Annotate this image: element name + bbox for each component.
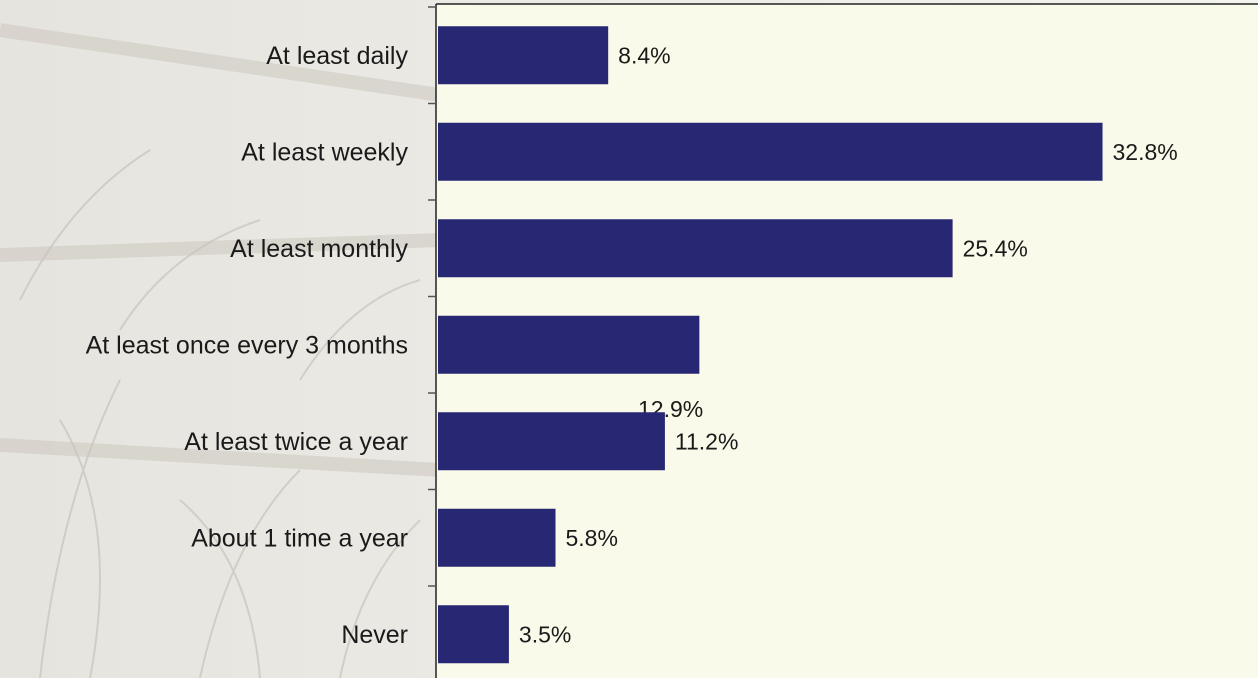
bar [438,26,608,84]
bar [438,509,556,567]
bar [438,316,699,374]
chart: At least daily 8.4% At least weekly 32.8% At… [0,0,1258,678]
bar [438,123,1103,181]
category-label: At least daily [266,42,408,70]
value-label: 25.4% [963,235,1028,261]
bar [438,219,953,277]
value-label: 5.8% [566,525,618,551]
category-label: Never [341,621,408,649]
value-label: 3.5% [519,621,571,647]
value-label: 11.2% [675,428,739,454]
category-label: At least once every 3 months [86,331,408,359]
value-label: 32.8% [1113,139,1178,165]
bar [438,605,509,663]
category-label: At least twice a year [184,428,408,456]
category-label: At least weekly [241,138,408,166]
value-label: 8.4% [618,42,670,68]
page: {"chart_data": {"type": "bar", "orientat… [0,0,1258,678]
category-label: About 1 time a year [191,524,408,552]
bar [438,412,665,470]
category-label: At least monthly [230,235,408,263]
